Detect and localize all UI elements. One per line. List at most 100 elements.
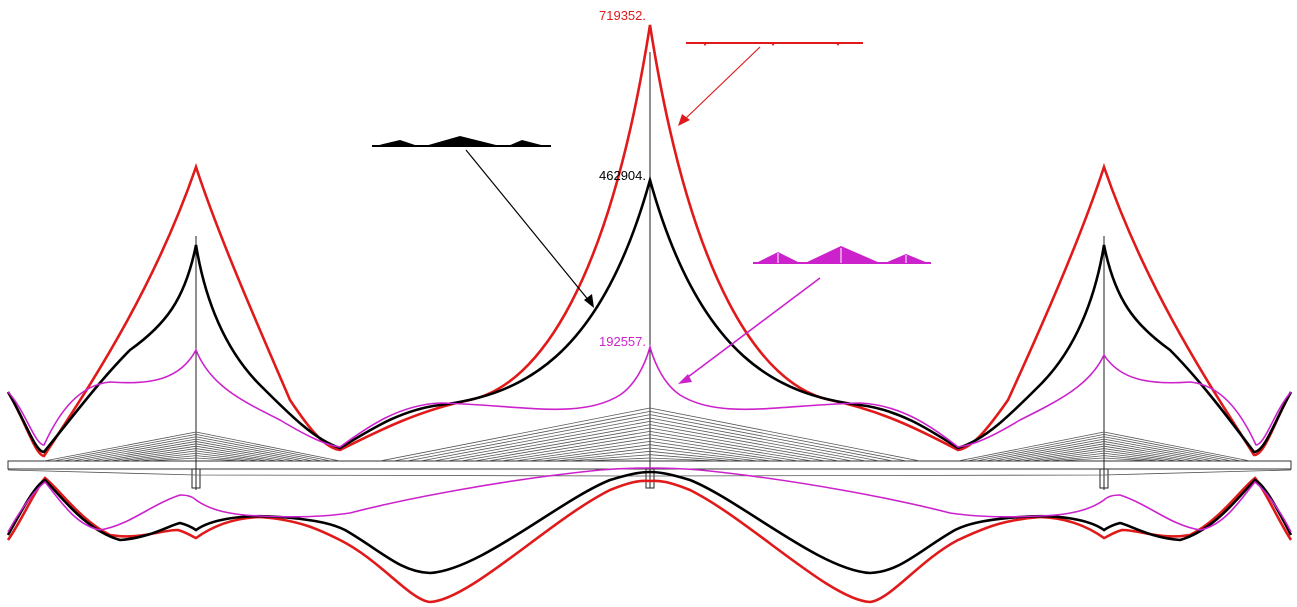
- stay-cable: [649, 414, 894, 462]
- stay-cable: [433, 420, 651, 462]
- stay-cable: [528, 444, 651, 462]
- stay-cable: [1103, 441, 1214, 462]
- pictogram-red: [686, 42, 863, 46]
- stay-cable: [91, 443, 197, 462]
- stay-cable: [649, 444, 772, 462]
- stay-cable: [649, 430, 826, 462]
- stay-cable: [195, 441, 305, 462]
- stay-cable: [649, 447, 759, 462]
- stay-cable: [195, 455, 251, 462]
- stay-cable: [649, 450, 745, 462]
- black-lower-envelope: [6, 470, 1293, 575]
- stay-cable: [100, 445, 197, 462]
- stay-cables: [43, 407, 1251, 462]
- stay-cable: [985, 438, 1105, 462]
- stay-cable: [1012, 445, 1105, 462]
- stay-cable: [1103, 443, 1205, 462]
- stay-cable: [649, 457, 718, 462]
- stay-cable: [649, 437, 799, 462]
- stay-cable: [1030, 450, 1105, 462]
- stay-cable: [649, 420, 867, 462]
- stay-cable: [379, 407, 651, 462]
- callout-black: [465, 149, 594, 308]
- stay-cable: [195, 448, 278, 462]
- stay-cable: [72, 438, 197, 462]
- stay-cable: [487, 434, 651, 462]
- pictogram-magenta: [753, 246, 931, 264]
- stay-cable: [1040, 452, 1105, 462]
- stay-cable: [649, 440, 786, 462]
- stay-cable: [1021, 448, 1105, 462]
- stay-cable: [1103, 438, 1223, 462]
- stay-cable: [195, 445, 287, 462]
- stay-cable: [195, 431, 341, 462]
- black-max-label: 462904.: [599, 168, 646, 183]
- stay-cable: [649, 454, 732, 462]
- callout-red: [678, 46, 761, 126]
- deck-soffit-line: [7, 469, 1292, 477]
- stay-cable: [53, 433, 197, 462]
- stay-cable: [195, 438, 314, 462]
- stay-cable: [1103, 436, 1232, 462]
- pictogram-black: [372, 136, 551, 147]
- stay-cable: [195, 436, 323, 462]
- stay-cable: [195, 443, 296, 462]
- stay-cable: [1003, 443, 1105, 462]
- stay-cable: [148, 457, 197, 462]
- stay-cable: [1103, 431, 1251, 462]
- stay-cable: [447, 424, 651, 462]
- stay-cable: [195, 457, 242, 462]
- black-upper-envelope: [6, 175, 1293, 454]
- stay-cable: [1103, 455, 1159, 462]
- stay-cable: [406, 414, 651, 462]
- stay-cable: [129, 452, 197, 462]
- stay-cable: [649, 410, 907, 462]
- stay-cable: [994, 441, 1105, 462]
- callout-magenta: [678, 277, 821, 384]
- stay-cable: [1058, 457, 1105, 462]
- stay-cable: [976, 436, 1105, 462]
- magenta-upper-envelope: [7, 344, 1292, 448]
- stay-cable: [460, 427, 651, 462]
- stay-cable: [1103, 448, 1187, 462]
- stay-cable: [81, 441, 197, 462]
- stay-cable: [119, 450, 197, 462]
- pier-markers: [191, 468, 1109, 489]
- stay-cable: [514, 440, 651, 462]
- stay-cable: [43, 431, 197, 462]
- stay-cable: [62, 436, 197, 462]
- stay-cable: [1103, 433, 1241, 462]
- red-lower-envelope: [6, 476, 1293, 604]
- stay-cable: [649, 434, 813, 462]
- magenta-max-label: 192557.: [599, 334, 646, 349]
- stay-cable: [138, 455, 197, 462]
- stay-cable: [568, 454, 651, 462]
- stay-cable: [474, 430, 651, 462]
- stay-cable: [649, 417, 880, 462]
- magenta-lower-envelope: [7, 467, 1292, 533]
- stay-cable: [195, 452, 260, 462]
- stay-cable: [501, 437, 651, 462]
- stay-cable: [195, 433, 332, 462]
- stay-cable: [582, 457, 651, 462]
- stay-cable: [420, 417, 651, 462]
- stay-cable: [541, 447, 651, 462]
- stay-cable: [1049, 455, 1105, 462]
- stay-cable: [649, 424, 853, 462]
- stay-cable: [1103, 452, 1168, 462]
- stay-cable: [1103, 450, 1178, 462]
- red-max-label: 719352.: [599, 8, 646, 23]
- red-upper-envelope: [6, 24, 1293, 458]
- stay-cable: [1103, 457, 1150, 462]
- stay-cable: [555, 450, 651, 462]
- stay-cable: [957, 431, 1105, 462]
- stay-cable: [195, 450, 269, 462]
- stay-cable: [649, 427, 840, 462]
- stay-cable: [110, 448, 197, 462]
- stay-cable: [649, 407, 921, 462]
- stay-cable: [393, 410, 651, 462]
- stay-cable: [1103, 445, 1196, 462]
- stay-cable: [967, 433, 1105, 462]
